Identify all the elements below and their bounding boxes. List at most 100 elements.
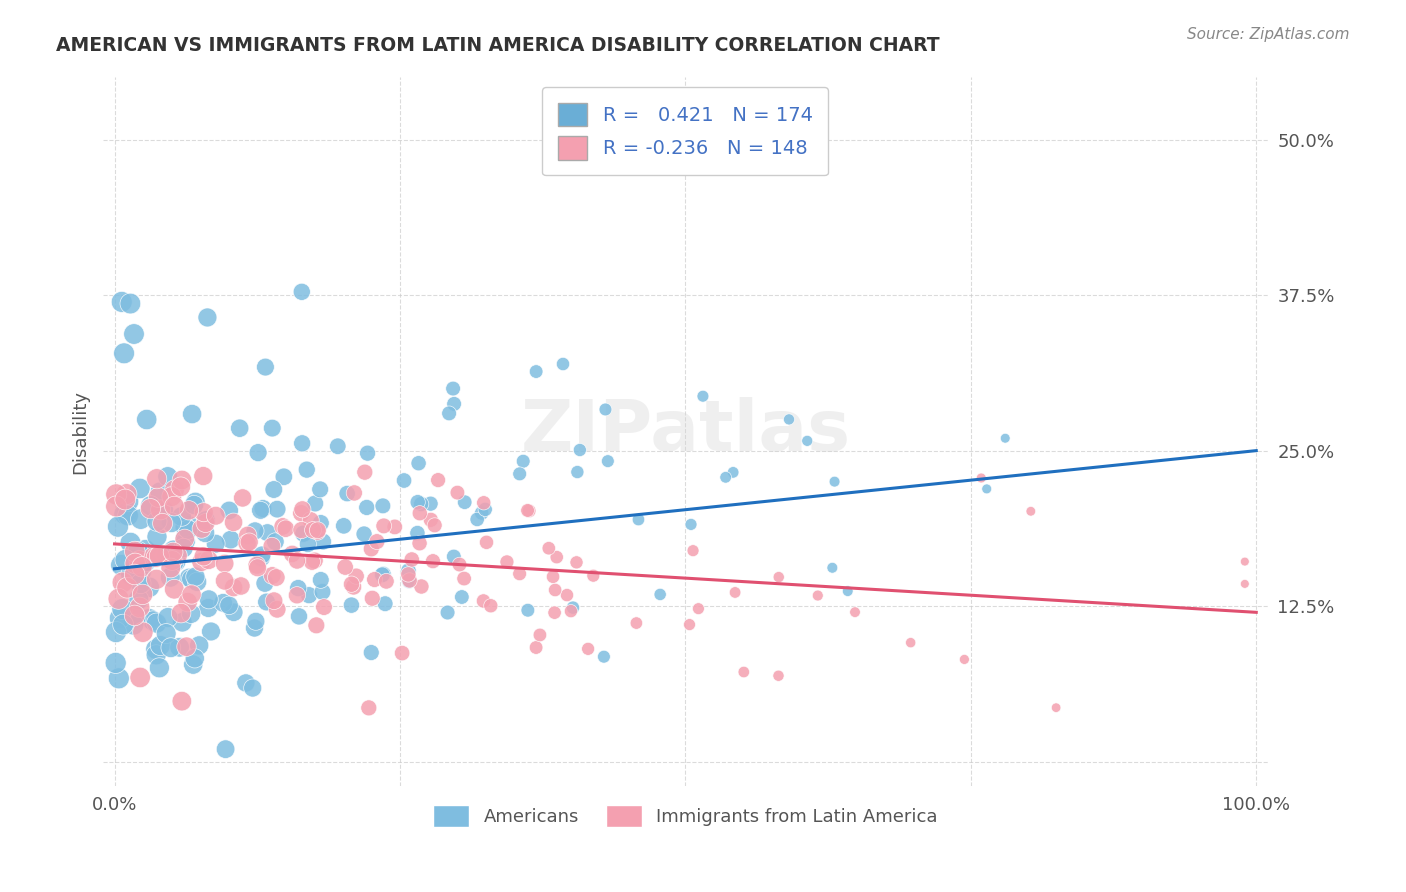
Point [166,549,188,563]
Point [541,570,564,584]
Point [682,543,704,558]
Point [509,467,531,481]
Point [156,549,179,563]
Point [551,357,574,371]
Point [142,549,165,564]
Point [111,294,134,309]
Point [900,635,922,649]
Point [778,412,800,426]
Point [366,534,388,549]
Point [149,503,172,517]
Point [274,522,297,536]
Point [678,617,700,632]
Point [238,535,260,549]
Point [264,570,287,584]
Point [436,606,458,620]
Point [105,500,128,514]
Point [114,553,136,567]
Point [197,592,219,607]
Point [471,506,494,520]
Point [1045,700,1067,714]
Point [357,701,380,715]
Point [679,517,702,532]
Point [253,576,276,591]
Point [692,389,714,403]
Point [406,526,429,541]
Point [396,567,419,582]
Point [343,486,366,500]
Point [994,431,1017,445]
Point [120,535,142,549]
Point [361,591,384,606]
Point [162,545,184,559]
Point [356,446,378,460]
Point [111,575,134,590]
Point [546,550,568,565]
Point [105,487,128,501]
Point [419,497,441,511]
Point [115,505,138,519]
Point [626,615,648,630]
Point [194,516,217,530]
Point [254,360,277,375]
Point [373,567,395,582]
Point [132,625,155,640]
Point [309,516,332,530]
Point [401,552,423,566]
Point [194,513,217,527]
Point [714,470,737,484]
Point [374,597,396,611]
Point [273,469,295,483]
Point [129,564,152,578]
Point [336,486,359,500]
Point [204,537,226,551]
Point [117,508,139,523]
Point [472,496,495,510]
Point [292,526,315,541]
Point [190,555,212,569]
Point [411,497,433,511]
Point [149,639,172,653]
Point [173,532,195,546]
Point [524,365,547,379]
Point [128,592,150,607]
Text: Source: ZipAtlas.com: Source: ZipAtlas.com [1187,27,1350,42]
Point [246,558,269,573]
Point [159,570,181,584]
Point [120,296,142,310]
Point [134,542,156,557]
Point [360,541,382,556]
Point [193,549,215,564]
Point [149,485,172,500]
Point [291,502,314,516]
Point [271,519,294,533]
Point [821,561,844,575]
Point [392,474,415,488]
Point [398,564,420,578]
Point [115,581,138,595]
Point [472,594,495,608]
Point [124,608,146,623]
Point [408,456,430,470]
Y-axis label: Disability: Disability [72,390,89,474]
Point [160,490,183,504]
Point [443,549,465,564]
Point [568,442,591,457]
Point [391,646,413,660]
Point [250,548,273,562]
Point [796,434,818,448]
Point [243,524,266,538]
Point [512,454,534,468]
Point [142,614,165,628]
Point [509,566,531,581]
Point [408,536,430,550]
Point [411,580,433,594]
Point [170,509,193,524]
Point [465,512,488,526]
Point [524,640,547,655]
Point [129,670,152,684]
Point [162,553,184,567]
Point [249,503,271,517]
Point [193,505,215,519]
Point [302,523,325,537]
